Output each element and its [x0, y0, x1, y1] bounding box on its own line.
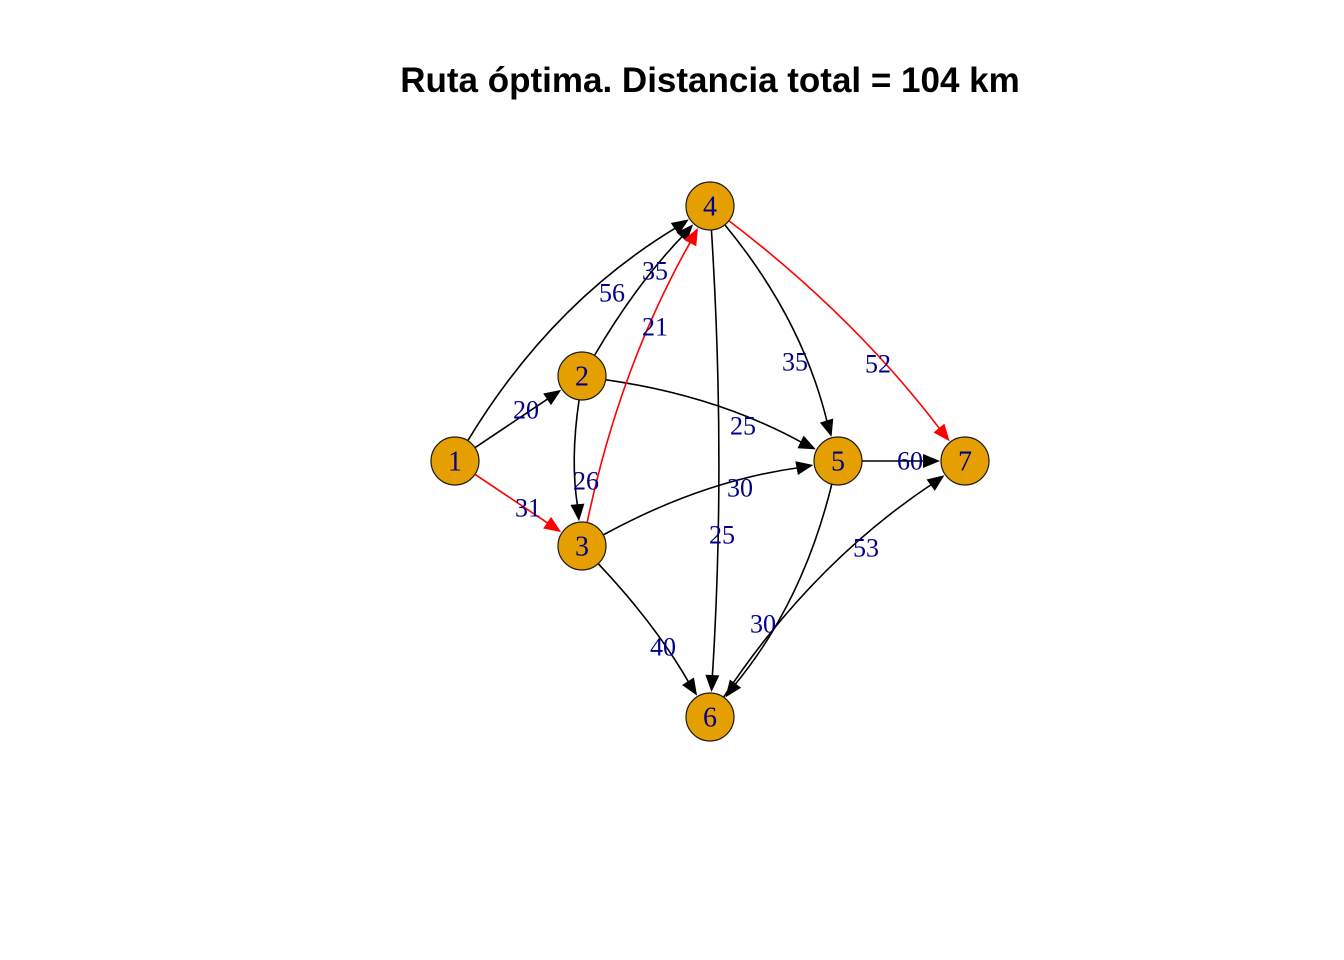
- edges-layer: [467, 219, 950, 698]
- node-5: 5: [813, 436, 863, 486]
- edge-arrow-2-4: [676, 224, 694, 242]
- edge-line-4-5: [724, 224, 829, 425]
- edge-arrow-1-3: [543, 516, 562, 533]
- node-7: 7: [940, 436, 990, 486]
- edge-arrow-1-4: [670, 219, 689, 235]
- edge-weight-label-1-4: 56: [599, 279, 625, 308]
- node-circle-6: [685, 692, 735, 742]
- edge-weight-label-4-7: 52: [865, 350, 891, 379]
- node-circle-3: [557, 521, 607, 571]
- edge-line-5-6: [732, 483, 833, 687]
- node-label-3: 3: [575, 532, 589, 563]
- edge-line-2-5: [605, 379, 805, 445]
- edge-weight-label-3-4: 21: [642, 313, 668, 342]
- edge-weight-label-3-5: 30: [727, 474, 753, 503]
- edge-line-4-7: [728, 220, 942, 432]
- edge-line-1-4: [467, 226, 678, 442]
- node-1: 1: [430, 436, 480, 486]
- edge-weight-label-1-2: 20: [513, 396, 539, 425]
- edge-line-1-2: [474, 396, 551, 449]
- edge-3-4: [586, 227, 698, 523]
- edge-weight-label-4-6: 25: [709, 521, 735, 550]
- node-circle-7: [940, 436, 990, 486]
- edge-weight-label-2-4: 35: [642, 257, 668, 286]
- edge-arrow-4-6: [705, 674, 720, 693]
- node-6: 6: [685, 692, 735, 742]
- edge-1-2: [474, 389, 562, 449]
- edge-line-2-4: [593, 234, 685, 356]
- chart-title: Ruta óptima. Distancia total = 104 km: [400, 61, 1020, 100]
- edge-line-6-7: [722, 482, 934, 698]
- edge-line-1-3: [474, 473, 551, 526]
- edge-arrow-3-4: [683, 227, 698, 247]
- node-label-5: 5: [831, 447, 845, 478]
- node-circle-2: [557, 351, 607, 401]
- edge-6-7: [722, 475, 945, 698]
- edge-weight-label-6-7: 53: [853, 534, 879, 563]
- edge-weight-label-3-6: 40: [650, 633, 676, 662]
- node-2: 2: [557, 351, 607, 401]
- edge-weight-label-5-7: 60: [897, 447, 923, 476]
- edge-3-6: [597, 563, 698, 696]
- node-label-2: 2: [575, 362, 589, 393]
- edge-arrow-5-7: [923, 454, 940, 468]
- edge-1-4: [467, 219, 689, 442]
- edge-5-6: [725, 483, 833, 698]
- edge-arrow-3-5: [795, 461, 814, 476]
- edge-arrow-2-5: [797, 435, 816, 450]
- edge-4-7: [728, 220, 950, 442]
- node-circle-5: [813, 436, 863, 486]
- edge-line-3-4: [586, 239, 693, 523]
- edge-arrow-5-6: [725, 679, 742, 698]
- node-3: 3: [557, 521, 607, 571]
- node-circle-4: [685, 181, 735, 231]
- edge-2-4: [593, 224, 694, 356]
- edge-line-2-3: [573, 399, 580, 508]
- edge-line-3-6: [597, 563, 691, 685]
- edge-1-3: [474, 473, 562, 533]
- edge-line-4-6: [710, 229, 720, 679]
- edge-arrow-4-5: [819, 418, 834, 437]
- edge-2-3: [570, 399, 585, 522]
- edge-weight-label-2-3: 26: [573, 467, 599, 496]
- edge-4-5: [724, 224, 834, 437]
- edge-arrow-4-7: [933, 423, 950, 442]
- edge-weight-label-5-6: 30: [750, 610, 776, 639]
- node-4: 4: [685, 181, 735, 231]
- node-circle-1: [430, 436, 480, 486]
- edge-weight-label-2-5: 25: [730, 412, 756, 441]
- node-label-6: 6: [703, 703, 717, 734]
- node-label-1: 1: [448, 447, 462, 478]
- edge-arrow-1-2: [543, 389, 562, 406]
- edge-arrow-3-6: [682, 677, 698, 696]
- edge-2-5: [605, 379, 816, 450]
- node-label-4: 4: [703, 192, 717, 223]
- edge-4-6: [705, 229, 720, 693]
- edge-5-7: [862, 454, 940, 468]
- edge-weight-label-1-3: 31: [515, 494, 541, 523]
- edge-3-5: [602, 461, 814, 536]
- edge-arrow-6-7: [926, 475, 945, 491]
- edge-arrow-2-3: [570, 503, 585, 522]
- node-label-7: 7: [958, 447, 972, 478]
- edge-weight-label-4-5: 35: [782, 348, 808, 377]
- edge-line-3-5: [602, 466, 801, 536]
